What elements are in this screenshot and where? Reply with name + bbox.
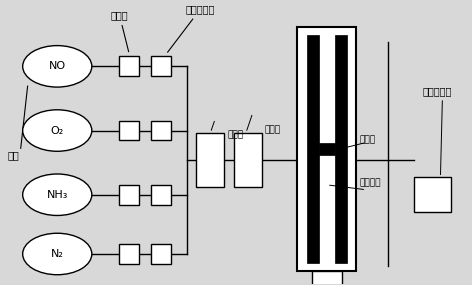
Bar — [312, 271, 342, 285]
Text: NH₃: NH₃ — [47, 190, 68, 200]
Text: 质量流量计: 质量流量计 — [168, 4, 215, 52]
Bar — [119, 56, 139, 76]
Bar — [151, 185, 171, 205]
Bar — [335, 35, 346, 263]
Bar — [151, 121, 171, 141]
Ellipse shape — [23, 110, 92, 151]
Bar — [297, 27, 356, 271]
Text: 预热器: 预热器 — [265, 126, 281, 135]
Text: N₂: N₂ — [51, 249, 64, 259]
Bar — [414, 178, 451, 212]
Bar — [151, 56, 171, 76]
Text: O₂: O₂ — [51, 125, 64, 136]
Text: 减压阀: 减压阀 — [110, 10, 129, 52]
Text: 混合器: 混合器 — [227, 131, 243, 140]
Bar — [319, 143, 335, 155]
Ellipse shape — [23, 174, 92, 215]
Text: 烟气分析仪: 烟气分析仪 — [423, 86, 452, 96]
Bar — [119, 185, 139, 205]
Bar — [119, 121, 139, 141]
Bar — [234, 133, 261, 187]
Bar — [119, 244, 139, 264]
Text: 测试样品: 测试样品 — [360, 178, 381, 187]
Text: 加热器: 加热器 — [360, 135, 376, 144]
Ellipse shape — [23, 46, 92, 87]
Bar — [151, 244, 171, 264]
Text: NO: NO — [49, 61, 66, 71]
Bar — [307, 35, 319, 263]
Ellipse shape — [23, 233, 92, 275]
Text: 气源: 气源 — [8, 150, 20, 160]
Bar — [196, 133, 224, 187]
